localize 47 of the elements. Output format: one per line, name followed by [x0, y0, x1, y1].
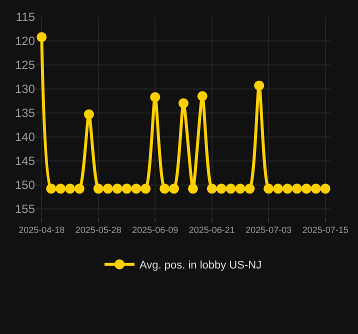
point — [56, 184, 66, 194]
x-tick-label: 2025-04-18 — [18, 224, 65, 235]
point — [301, 184, 312, 194]
point — [188, 184, 198, 194]
point — [320, 184, 330, 194]
point — [178, 98, 188, 108]
x-tick-label: 2025-05-28 — [75, 224, 122, 235]
y-tick-label: 120 — [14, 34, 36, 48]
point — [150, 92, 160, 102]
point — [235, 184, 246, 194]
point — [254, 80, 264, 91]
point — [93, 184, 104, 194]
point — [122, 184, 132, 194]
y-tick-label: 130 — [14, 82, 36, 96]
point — [84, 109, 94, 120]
x-tick-label: 2025-06-09 — [132, 224, 178, 235]
point — [264, 184, 274, 194]
point — [244, 184, 255, 194]
point — [65, 184, 76, 194]
y-tick-label: 115 — [16, 10, 36, 24]
point — [140, 184, 151, 194]
x-tick-label: 2025-07-15 — [302, 224, 348, 235]
y-tick-label: 150 — [14, 178, 36, 192]
y-tick-label: 155 — [14, 202, 36, 216]
point — [46, 184, 56, 194]
point — [292, 184, 302, 194]
point — [216, 184, 226, 194]
point — [74, 184, 84, 194]
y-tick-label: 125 — [14, 58, 36, 72]
point — [36, 32, 47, 42]
point — [310, 184, 321, 194]
point — [169, 184, 180, 194]
point — [102, 184, 113, 194]
y-tick-label: 140 — [14, 130, 36, 144]
y-tick-label: 145 — [14, 154, 36, 168]
legend-label: Avg. pos. in lobby US-NJ — [140, 260, 262, 272]
point — [112, 184, 122, 194]
point — [273, 184, 284, 194]
point — [206, 184, 217, 194]
y-tick-label: 135 — [14, 106, 36, 120]
point — [197, 91, 208, 102]
point — [131, 184, 142, 194]
point — [226, 184, 236, 194]
x-tick-label: 2025-07-03 — [246, 224, 292, 235]
x-tick-label: 2025-06-21 — [188, 224, 235, 235]
point — [160, 184, 170, 194]
point — [282, 184, 293, 194]
